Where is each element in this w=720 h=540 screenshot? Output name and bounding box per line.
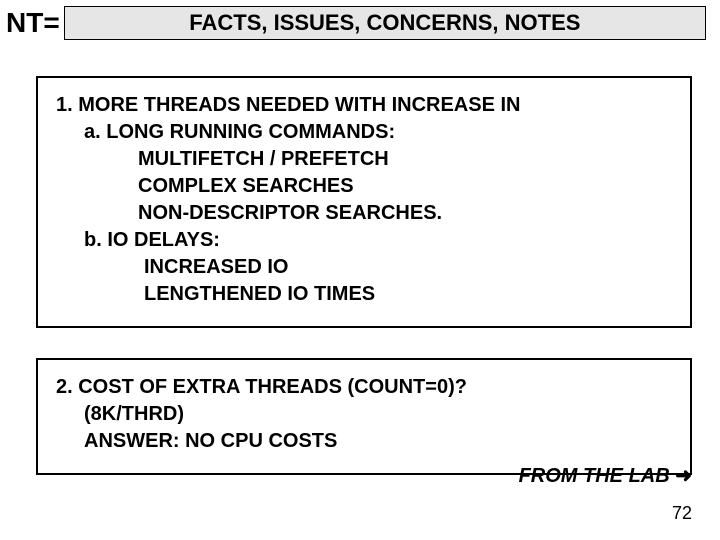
box1-a1: MULTIFETCH / PREFETCH <box>56 146 672 173</box>
box1-b1: INCREASED IO <box>56 254 672 281</box>
box1-a: a. LONG RUNNING COMMANDS: <box>56 119 672 146</box>
header-row: NT= FACTS, ISSUES, CONCERNS, NOTES <box>0 0 720 40</box>
arrow-right-icon: ➜ <box>675 465 692 487</box>
box1-a2: COMPLEX SEARCHES <box>56 173 672 200</box>
box2-line1: 2. COST OF EXTRA THREADS (COUNT=0)? <box>56 374 672 401</box>
box1-b2: LENGTHENED IO TIMES <box>56 281 672 308</box>
box2-line2: (8K/THRD) <box>56 401 672 428</box>
facts-box-1: 1. MORE THREADS NEEDED WITH INCREASE IN … <box>36 76 692 328</box>
footer-text: FROM THE LAB <box>519 465 676 487</box>
footer-label: FROM THE LAB ➜ <box>519 463 692 488</box>
box1-b: b. IO DELAYS: <box>56 227 672 254</box>
box2-line3: ANSWER: NO CPU COSTS <box>56 428 672 455</box>
box1-line1: 1. MORE THREADS NEEDED WITH INCREASE IN <box>56 92 672 119</box>
page-number: 72 <box>672 503 692 524</box>
nt-prefix: NT= <box>6 7 60 39</box>
box1-a3: NON-DESCRIPTOR SEARCHES. <box>56 200 672 227</box>
header-title-bar: FACTS, ISSUES, CONCERNS, NOTES <box>64 6 706 40</box>
facts-box-2: 2. COST OF EXTRA THREADS (COUNT=0)? (8K/… <box>36 358 692 475</box>
